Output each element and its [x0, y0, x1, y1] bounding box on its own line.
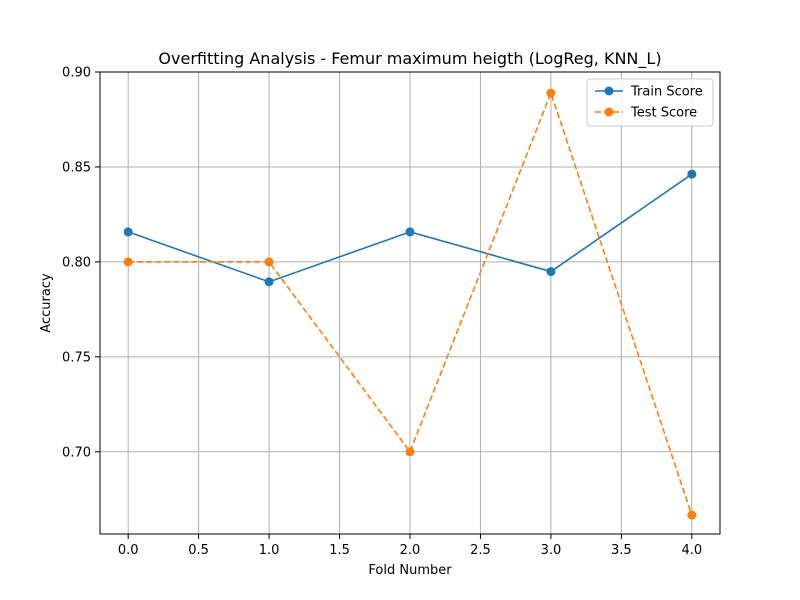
legend-marker-train	[604, 86, 614, 96]
tick-layer: 0.0 0.5 1.0 1.5 2.0 2.5 3.0 3.5 4.0 0.70 0.75 0.80 0…	[62, 66, 702, 559]
x-tick-label: 1.5	[329, 543, 350, 558]
series-point-test	[405, 447, 415, 457]
x-tick-label: 1.0	[259, 543, 280, 558]
series-point-train	[687, 169, 697, 179]
x-tick-label: 2.5	[470, 543, 491, 558]
series-point-train	[123, 227, 133, 237]
legend-marker-test	[604, 107, 614, 117]
y-tick-label: 0.75	[62, 350, 91, 365]
y-tick-label: 0.80	[62, 255, 91, 270]
x-tick-label: 2.0	[400, 543, 421, 558]
y-tick-label: 0.85	[62, 160, 91, 175]
x-tick-label: 3.5	[611, 543, 632, 558]
x-tick-label: 0.0	[118, 543, 139, 558]
series-point-train	[264, 277, 274, 287]
x-axis-label: Fold Number	[368, 563, 452, 578]
series-point-train	[405, 227, 415, 237]
series-line-test	[128, 90, 693, 516]
series-point-test	[264, 257, 274, 267]
x-tick-label: 3.0	[541, 543, 562, 558]
series-point-test	[123, 257, 133, 267]
x-tick-label: 4.0	[681, 543, 702, 558]
series-layer	[123, 88, 697, 520]
y-tick-label: 0.90	[62, 66, 91, 81]
series-point-test	[687, 510, 697, 520]
y-axis-label: Accuracy	[39, 273, 54, 333]
x-tick-label: 0.5	[188, 543, 209, 558]
legend-label-test: Test Score	[630, 106, 697, 121]
chart-title: Overfitting Analysis - Femur maximum hei…	[158, 49, 661, 69]
y-tick-label: 0.70	[62, 445, 91, 460]
series-point-test	[546, 88, 556, 98]
legend-label-train: Train Score	[630, 85, 703, 100]
series-point-train	[546, 267, 556, 277]
legend: Train Score Test Score	[586, 78, 714, 127]
